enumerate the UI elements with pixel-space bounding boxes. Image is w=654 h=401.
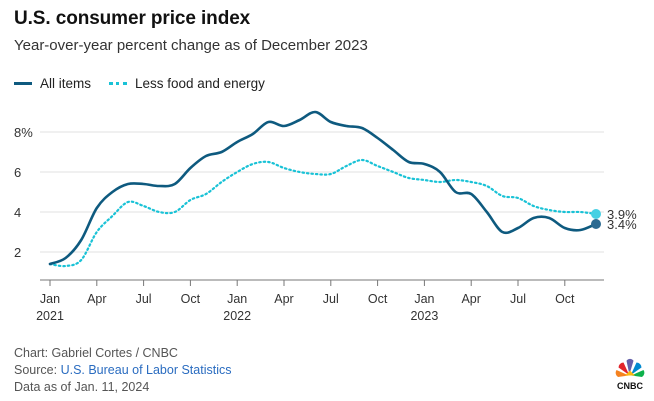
x-tick-label: Jul bbox=[510, 292, 526, 306]
x-tick-label: Apr bbox=[461, 292, 480, 306]
cnbc-logo: CNBC bbox=[615, 358, 645, 391]
end-label-core: 3.9% bbox=[607, 207, 637, 222]
cnbc-logo-text: CNBC bbox=[617, 381, 643, 391]
source-prefix: Source: bbox=[14, 363, 61, 377]
x-tick-year-label: 2022 bbox=[223, 309, 251, 323]
legend-item-core: Less food and energy bbox=[109, 76, 265, 91]
x-tick-label: Apr bbox=[87, 292, 106, 306]
x-tick-label: Jan bbox=[40, 292, 60, 306]
x-tick-label: Oct bbox=[555, 292, 575, 306]
legend-item-all-items: All items bbox=[14, 76, 91, 91]
legend-swatch-solid bbox=[14, 81, 32, 85]
legend-swatch-dotted bbox=[109, 81, 128, 85]
x-tick-label: Apr bbox=[274, 292, 293, 306]
legend-label-core: Less food and energy bbox=[135, 75, 265, 91]
end-marker-all-items bbox=[591, 219, 601, 229]
x-tick-label: Jan bbox=[414, 292, 434, 306]
chart-title: U.S. consumer price index bbox=[14, 8, 251, 29]
chart-subtitle: Year-over-year percent change as of Dece… bbox=[14, 37, 368, 54]
y-tick-label: 2 bbox=[14, 245, 21, 260]
chart-footer: Chart: Gabriel Cortes / CNBC Source: U.S… bbox=[14, 345, 231, 396]
legend-label-all-items: All items bbox=[40, 75, 92, 91]
y-tick-label: 6 bbox=[14, 165, 21, 180]
x-tick-label: Jul bbox=[323, 292, 339, 306]
x-tick-year-label: 2021 bbox=[36, 309, 64, 323]
chart-source: Source: U.S. Bureau of Labor Statistics bbox=[14, 362, 231, 379]
legend: All items Less food and energy bbox=[14, 74, 283, 92]
x-tick-label: Jan bbox=[227, 292, 247, 306]
x-tick-year-label: 2023 bbox=[410, 309, 438, 323]
x-tick-label: Oct bbox=[181, 292, 201, 306]
series-line-core bbox=[48, 158, 598, 268]
source-link[interactable]: U.S. Bureau of Labor Statistics bbox=[60, 363, 232, 377]
x-tick-label: Oct bbox=[368, 292, 388, 306]
x-tick-label: Jul bbox=[136, 292, 152, 306]
y-tick-label: 4 bbox=[14, 205, 21, 220]
end-marker-core bbox=[591, 209, 601, 219]
end-label-all-items: 3.4% bbox=[607, 217, 637, 232]
series-line-all-items bbox=[48, 110, 598, 266]
y-tick-label: 8% bbox=[14, 125, 33, 140]
data-as-of: Data as of Jan. 11, 2024 bbox=[14, 380, 150, 394]
chart-credit: Chart: Gabriel Cortes / CNBC bbox=[14, 346, 178, 360]
